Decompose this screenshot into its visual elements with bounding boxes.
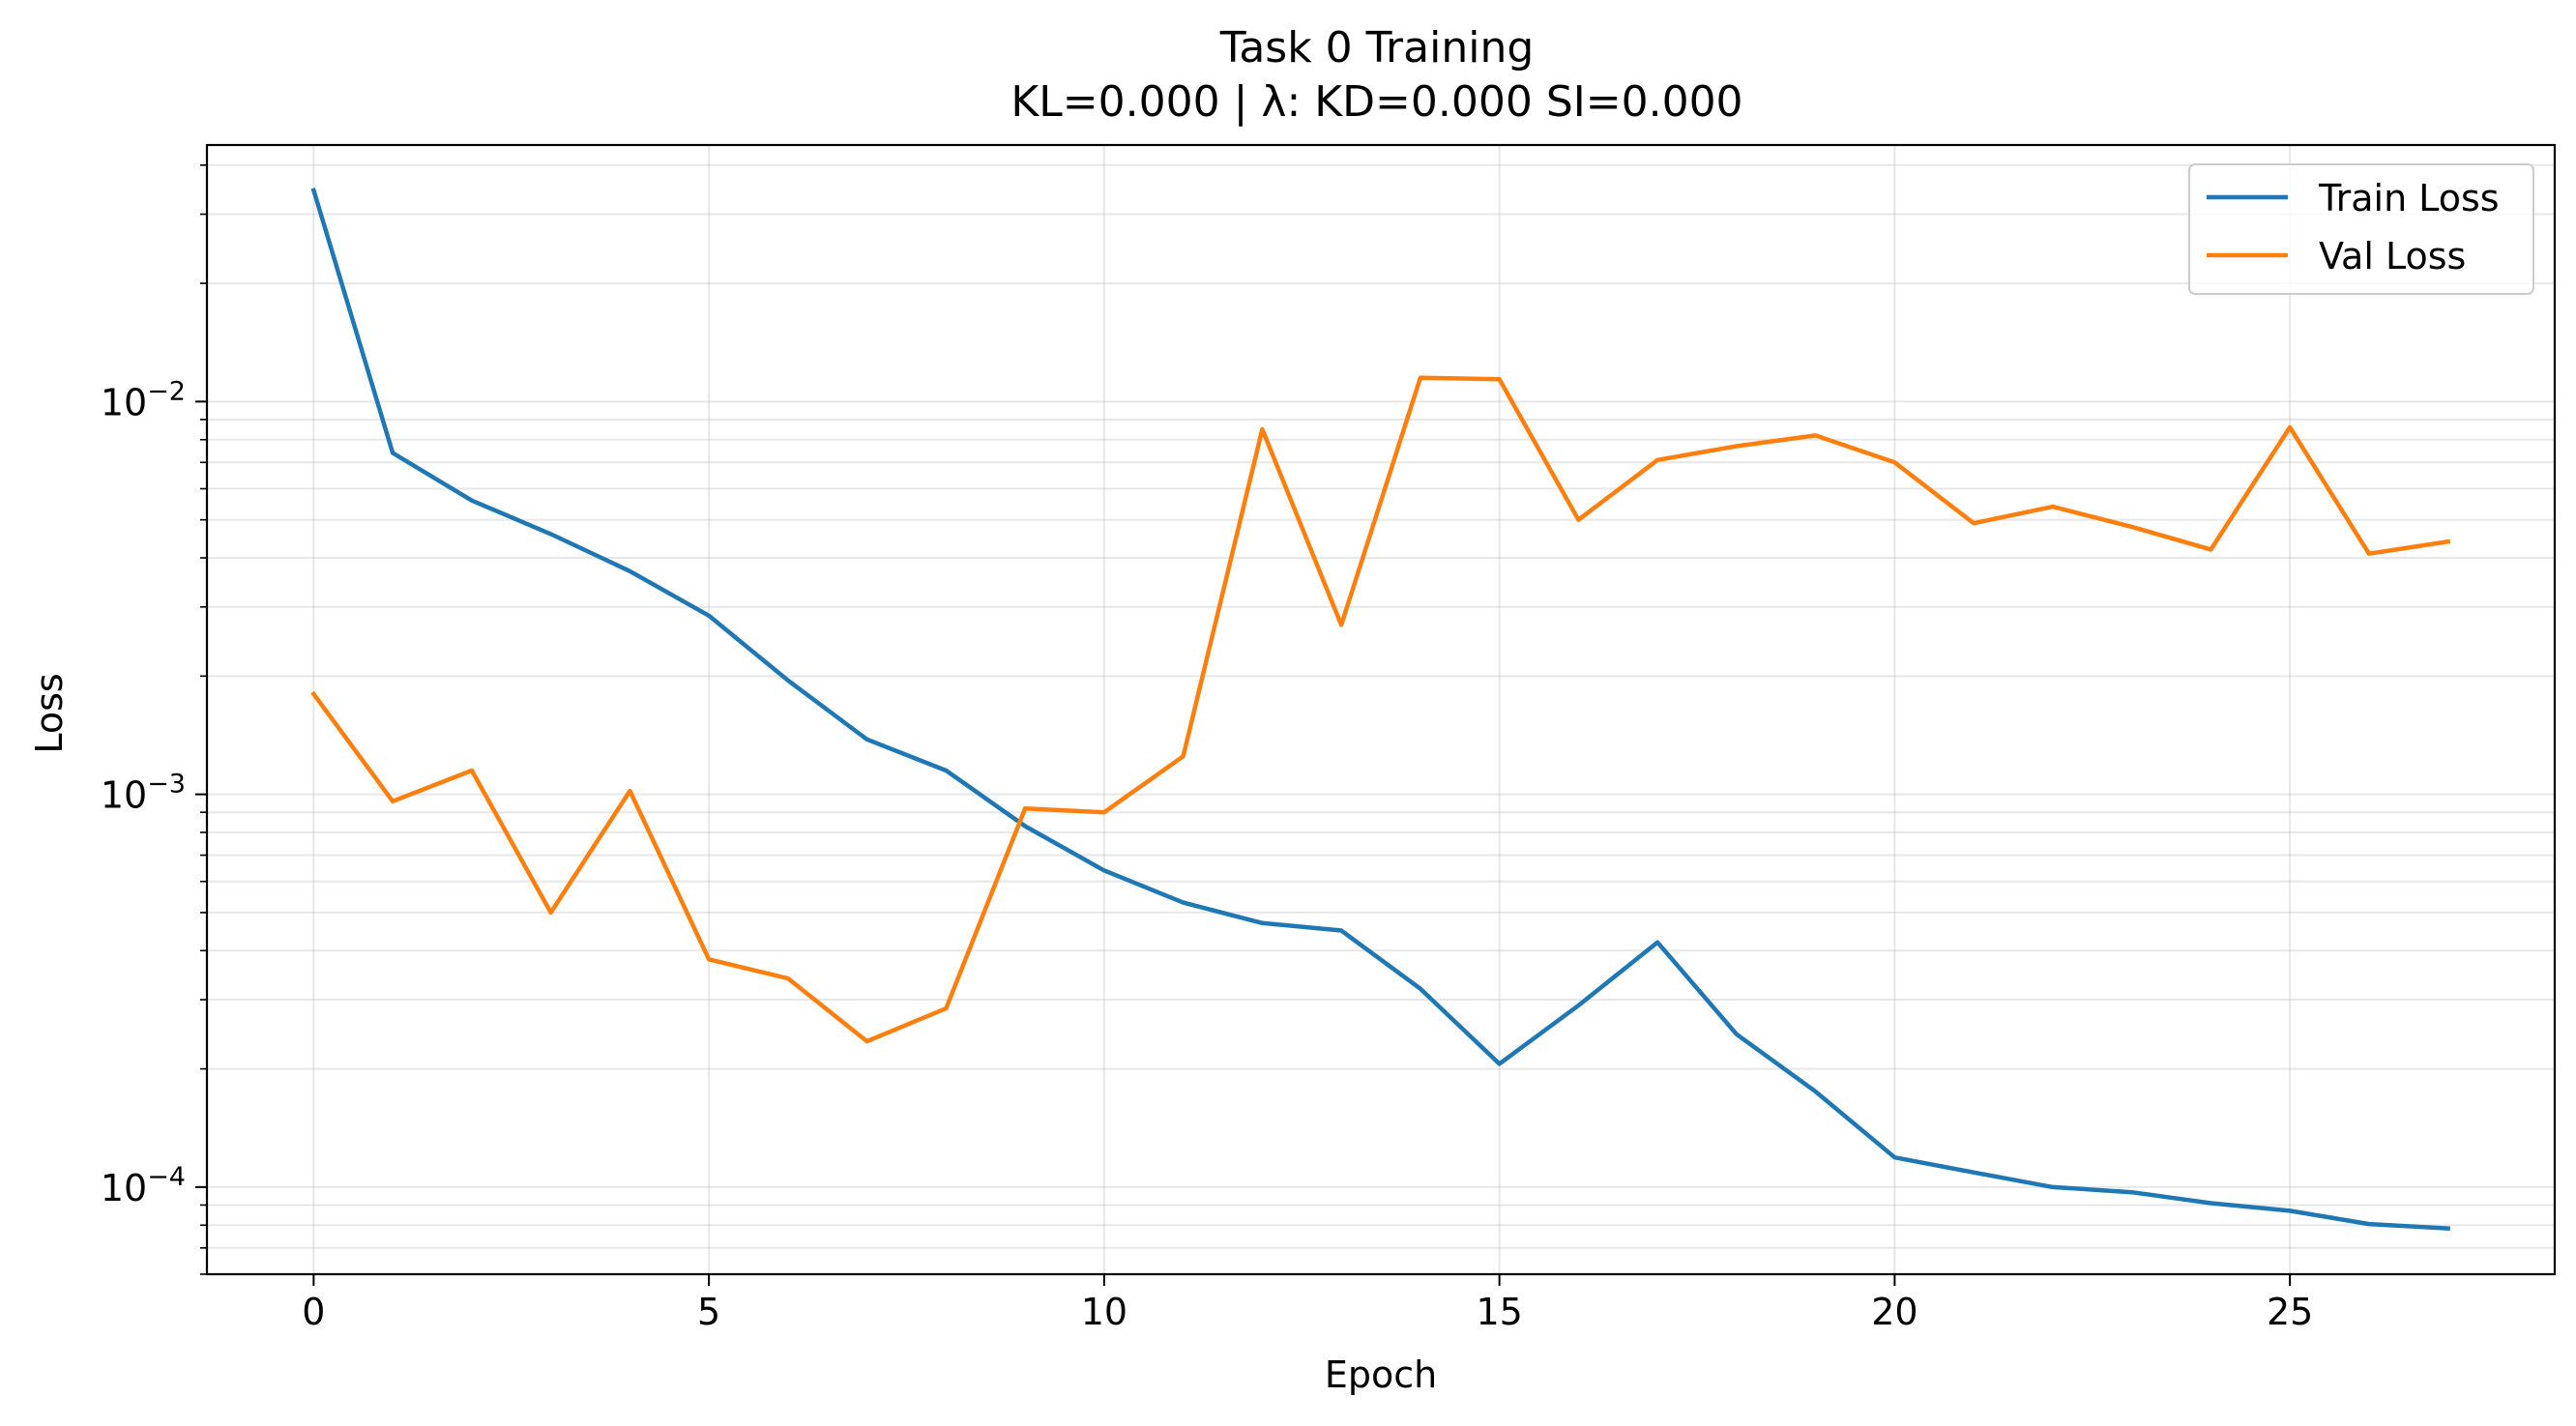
x-tick-label: 0 <box>302 1291 325 1333</box>
legend: Train Loss Val Loss <box>2188 163 2534 295</box>
x-tick-label: 10 <box>1081 1291 1127 1333</box>
y-tick-label: 10−4 <box>101 1162 186 1209</box>
legend-label-val-loss: Val Loss <box>2319 235 2466 277</box>
x-tick-label: 20 <box>1871 1291 1917 1333</box>
y-tick-label: 10−2 <box>101 376 186 423</box>
chart-title: Task 0 Training <box>1219 23 1535 73</box>
chart-subtitle: KL=0.000 | λ: KD=0.000 SI=0.000 <box>1010 77 1742 127</box>
x-axis: 0 5 10 15 20 25 <box>302 1274 2313 1333</box>
y-axis: 10−2 10−3 10−4 <box>101 163 207 1275</box>
x-tick-label: 5 <box>697 1291 720 1333</box>
grid-lines <box>207 145 2555 1275</box>
x-tick-label: 25 <box>2267 1291 2313 1333</box>
y-axis-label: Loss <box>28 673 71 753</box>
x-tick-label: 15 <box>1476 1291 1522 1333</box>
series-lines <box>310 188 2451 1231</box>
x-axis-label: Epoch <box>1325 1353 1437 1396</box>
series-line-val-loss <box>310 375 2451 1044</box>
plot-frame <box>205 143 2557 1276</box>
legend-label-train-loss: Train Loss <box>2318 177 2500 219</box>
y-tick-label: 10−3 <box>101 770 186 817</box>
series-line-train-loss <box>310 188 2450 1231</box>
